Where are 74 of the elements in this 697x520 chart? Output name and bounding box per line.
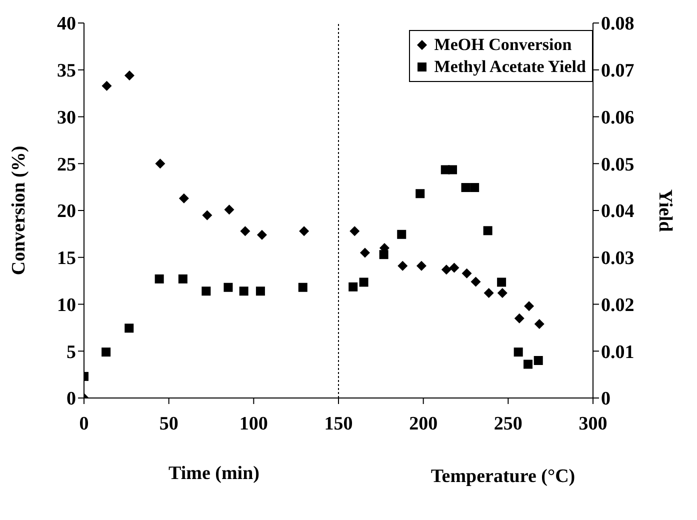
y2-tick-label: 0.04 xyxy=(601,201,635,222)
point xyxy=(360,248,370,258)
y2-tick-label: 0.01 xyxy=(601,342,634,363)
y2-tick-label: 0.03 xyxy=(601,248,634,270)
x-tick-label: 50 xyxy=(159,413,178,434)
y-tick-label: 40 xyxy=(57,14,76,35)
point xyxy=(202,286,211,296)
point xyxy=(256,286,265,296)
point xyxy=(102,80,112,91)
y2-tick-label: 0 xyxy=(601,388,610,410)
point xyxy=(497,278,506,287)
x-tick-label: 200 xyxy=(409,413,438,434)
y-tick-label: 0 xyxy=(66,388,76,410)
point xyxy=(470,276,481,287)
point xyxy=(524,360,533,369)
point xyxy=(449,262,460,273)
y-tick-label: 30 xyxy=(57,107,76,128)
y-axis-title: Conversion (%) xyxy=(8,146,30,276)
text: Temperature (°C) xyxy=(430,466,576,488)
point xyxy=(178,193,189,204)
point xyxy=(239,286,248,296)
point xyxy=(298,282,308,292)
y2-tick-label: 0.05 xyxy=(601,154,634,176)
y2-tick-label: 0.02 xyxy=(601,294,634,316)
y2-axis-title: Yield xyxy=(654,189,676,232)
y2-tick-label: 0.07 xyxy=(601,60,635,82)
point xyxy=(224,204,234,215)
point xyxy=(202,210,212,220)
point xyxy=(462,268,472,278)
point xyxy=(124,324,134,333)
point xyxy=(448,165,458,174)
point xyxy=(441,264,452,275)
y2-tick-label: 0.06 xyxy=(601,107,634,128)
point xyxy=(102,348,111,357)
point xyxy=(348,282,358,292)
point xyxy=(483,226,492,236)
point xyxy=(416,189,425,198)
y-tick-label: 10 xyxy=(57,294,76,316)
point xyxy=(397,230,406,239)
point xyxy=(484,288,494,298)
point xyxy=(359,278,368,287)
point xyxy=(178,274,188,284)
point xyxy=(461,183,470,192)
point xyxy=(256,230,267,240)
y-tick-label: 5 xyxy=(66,342,76,363)
y-tick-label: 15 xyxy=(57,248,76,270)
point xyxy=(514,348,523,357)
point xyxy=(155,158,166,169)
point xyxy=(350,226,360,236)
point xyxy=(240,226,250,236)
y-tick-label: 35 xyxy=(57,60,76,82)
y-tick-label: 20 xyxy=(57,201,76,222)
x-tick-label: 300 xyxy=(578,413,608,434)
x-axis-title: Time (min) xyxy=(168,463,260,485)
x-tick-label: 150 xyxy=(324,413,353,434)
point xyxy=(224,282,233,292)
x-tick-label: 250 xyxy=(494,413,522,434)
point xyxy=(534,356,543,365)
point xyxy=(470,183,480,192)
point xyxy=(379,250,388,260)
legend-label: Methyl Acetate Yield xyxy=(434,56,586,78)
y2-tick-label: 0.08 xyxy=(601,14,634,35)
point xyxy=(524,301,534,312)
point xyxy=(154,274,164,284)
x-tick-label: 100 xyxy=(239,413,268,434)
point xyxy=(124,70,134,80)
y-tick-label: 25 xyxy=(57,154,76,176)
point xyxy=(299,226,310,236)
point xyxy=(514,313,524,324)
point xyxy=(497,288,508,298)
point xyxy=(398,260,408,271)
point xyxy=(534,318,544,329)
point xyxy=(416,260,426,271)
legend-label: MeOH Conversion xyxy=(434,34,572,56)
